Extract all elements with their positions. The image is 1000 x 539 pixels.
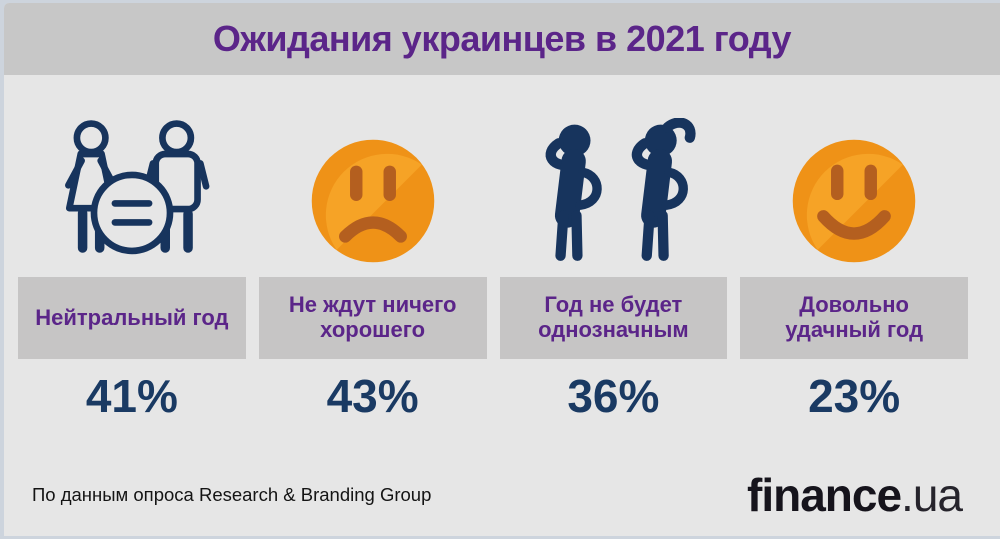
logo-main-text: finance: [747, 469, 902, 521]
page-title: Ожидания украинцев в 2021 году: [212, 18, 792, 59]
stat-label: Не ждут ничего хорошего: [288, 292, 457, 342]
stat-label: Нейтральный год: [35, 304, 229, 330]
couple-equality-icon: [18, 75, 246, 277]
stats-grid: Нейтральный год 41% Не ждут ничего хорош…: [4, 75, 1000, 423]
stat-value: 36%: [567, 370, 660, 422]
stat-label: Год не будет однозначным: [538, 292, 689, 342]
stat-label-box: Довольно удачный год: [740, 277, 968, 359]
stat-label-box: Нейтральный год: [18, 277, 246, 359]
stat-label-box: Год не будет однозначным: [499, 277, 728, 359]
stat-column-ambiguous-year: Год не будет однозначным 36%: [499, 75, 728, 423]
smiley-face-icon: [740, 75, 968, 277]
stat-column-neutral-year: Нейтральный год 41%: [18, 75, 246, 423]
source-note: По данным опроса Research & Branding Gro…: [32, 484, 432, 505]
stat-column-lucky-year: Довольно удачный год 23%: [740, 75, 968, 423]
stat-value: 43%: [326, 370, 419, 422]
logo-suffix-text: .ua: [901, 469, 963, 521]
stat-value: 41%: [85, 370, 178, 422]
finance-ua-logo: finance.ua: [747, 469, 963, 521]
infographic-card: Ожидания украинцев в 2021 году: [4, 3, 1000, 536]
header-bar: Ожидания украинцев в 2021 году: [4, 3, 1000, 75]
stat-label-box: Не ждут ничего хорошего: [258, 277, 487, 359]
sad-face-icon: [259, 75, 487, 277]
stat-column-nothing-good: Не ждут ничего хорошего 43%: [258, 75, 487, 423]
stat-label: Довольно удачный год: [785, 292, 924, 342]
stat-value: 23%: [808, 370, 901, 422]
confused-people-icon: [500, 75, 728, 277]
footer: По данным опроса Research & Branding Gro…: [32, 469, 963, 521]
